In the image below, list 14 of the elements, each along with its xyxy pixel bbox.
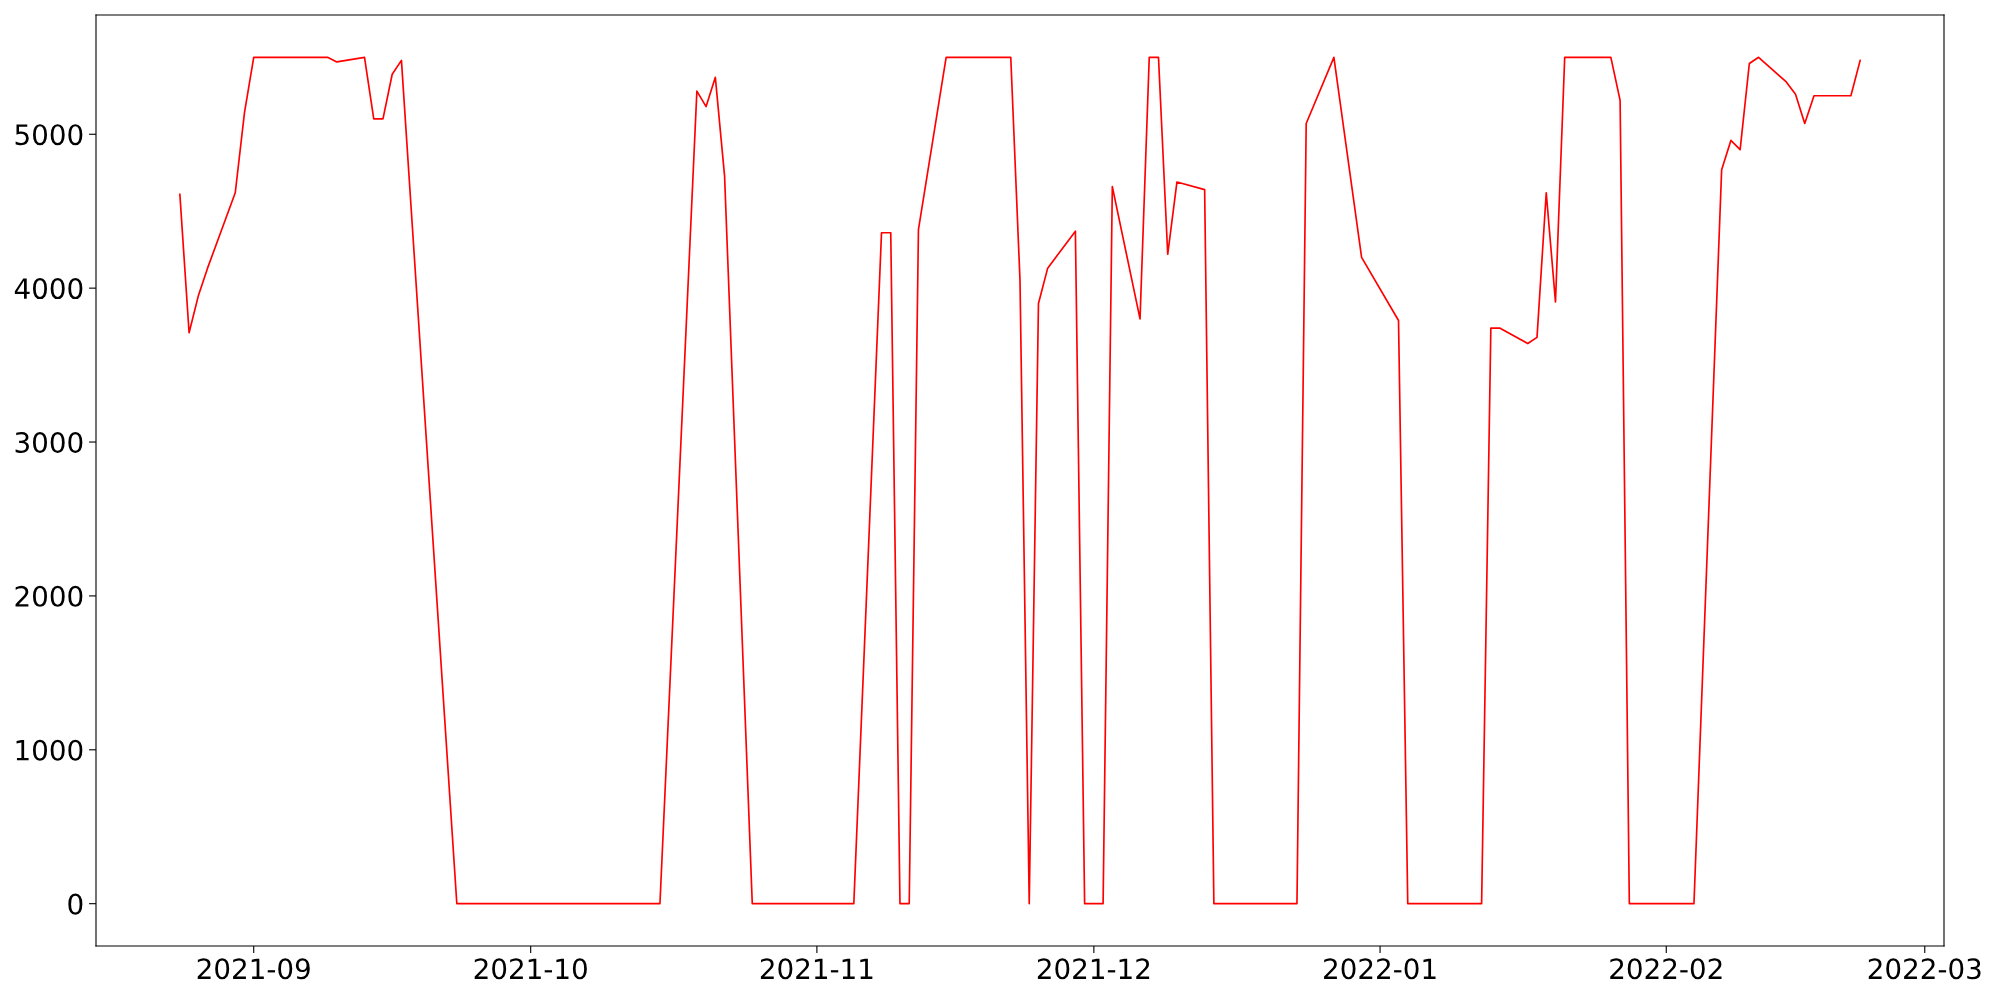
line-series — [179, 56, 1861, 905]
y-tick-label: 1000 — [16, 739, 83, 761]
y-tick-label: 2000 — [15, 585, 83, 607]
x-tick-label: 2022-02 — [1610, 958, 1722, 980]
y-tick-label: 0 — [68, 893, 83, 915]
x-tick-label: 2021-11 — [760, 958, 873, 980]
x-tick-label: 2022-01 — [1324, 958, 1436, 980]
x-tick-label: 2021-09 — [197, 958, 310, 980]
x-tick-label: 2022-03 — [1868, 958, 1981, 980]
y-tick-label: 3000 — [15, 431, 83, 453]
y-tick-label: 4000 — [14, 278, 83, 300]
x-tick-label: 2021-10 — [474, 958, 587, 980]
x-tick-label: 2021-12 — [1037, 958, 1150, 980]
y-tick-label: 5000 — [15, 124, 83, 146]
